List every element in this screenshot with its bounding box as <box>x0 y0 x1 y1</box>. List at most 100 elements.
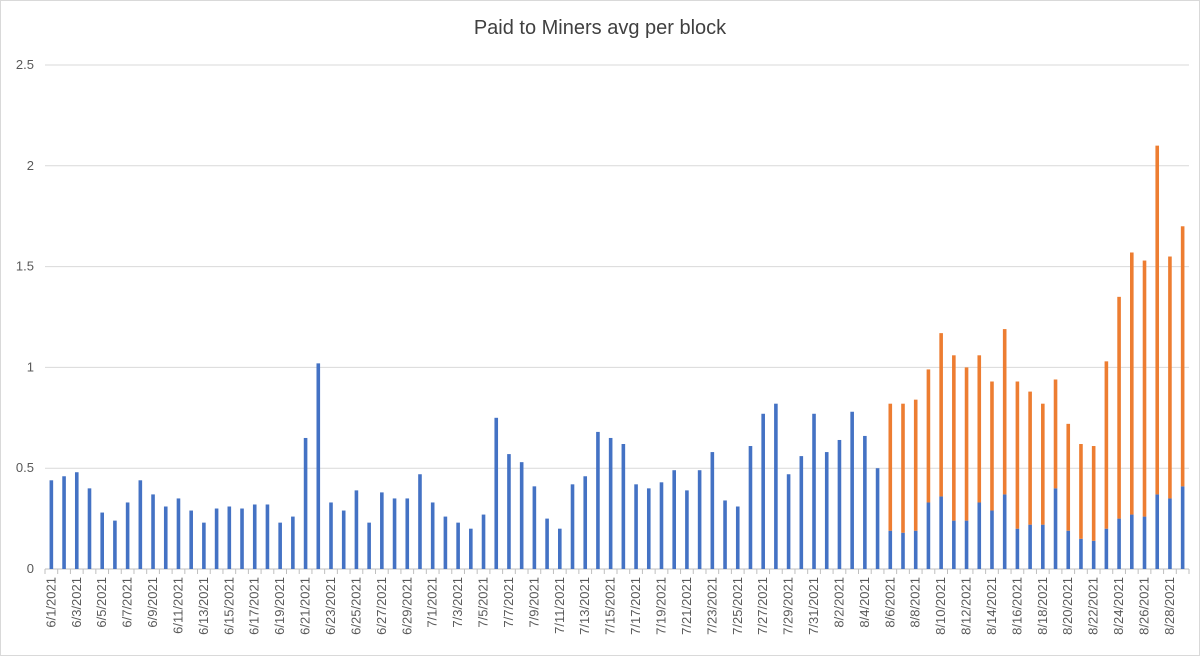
bar-segment-series1 <box>570 484 575 569</box>
bar-segment-series1 <box>87 488 92 569</box>
bar-segment-series1 <box>202 522 206 569</box>
bar-segment-series1 <box>621 444 626 569</box>
bar-segment-series1 <box>507 454 511 569</box>
x-tick-label: 8/6/2021 <box>882 577 897 628</box>
bar-segment-series2 <box>1053 379 1058 489</box>
y-tick-label: 1.5 <box>16 259 34 274</box>
bar-segment-series1 <box>964 520 969 569</box>
bar-segment-series1 <box>291 516 295 569</box>
x-tick-label: 6/25/2021 <box>348 577 363 635</box>
bar-segment-series1 <box>367 522 371 569</box>
bar-segment-series2 <box>888 403 893 531</box>
bar-segment-series1 <box>735 506 740 569</box>
bar-segment-series1 <box>456 522 460 569</box>
x-tick-label: 6/21/2021 <box>298 577 313 635</box>
y-tick-label: 2 <box>27 158 34 173</box>
bar-segment-series1 <box>1117 518 1121 569</box>
x-tick-label: 6/1/2021 <box>43 577 58 628</box>
bar-segment-series1 <box>494 417 499 569</box>
bar-segment-series2 <box>1015 381 1020 529</box>
bar-segment-series1 <box>278 522 282 569</box>
bar-segment-series1 <box>977 502 982 569</box>
bar-segment-series1 <box>469 528 473 569</box>
x-tick-label: 7/31/2021 <box>806 577 821 635</box>
x-tick-label: 8/28/2021 <box>1162 577 1177 635</box>
bar-segment-series1 <box>1041 524 1045 569</box>
bar-segment-series2 <box>1091 446 1096 541</box>
y-tick-label: 0.5 <box>16 460 34 475</box>
bar-segment-series1 <box>939 496 943 569</box>
x-tick-label: 8/20/2021 <box>1060 577 1075 635</box>
bar-segment-series1 <box>583 476 588 569</box>
bar-segment-series1 <box>1155 494 1160 569</box>
chart-title: Paid to Miners avg per block <box>473 17 727 39</box>
x-tick-label: 6/17/2021 <box>247 577 262 635</box>
bar-segment-series2 <box>913 399 918 531</box>
bar-segment-series1 <box>329 502 333 569</box>
x-tick-label: 6/7/2021 <box>120 577 135 628</box>
bar-segment-series1 <box>723 500 727 569</box>
bar-segment-series1 <box>596 431 600 569</box>
bar-segment-series2 <box>1002 329 1007 495</box>
bar-segment-series1 <box>812 413 816 569</box>
bar-segment-series1 <box>850 411 854 569</box>
x-tick-label: 8/22/2021 <box>1086 577 1101 635</box>
bar-segment-series1 <box>926 502 931 569</box>
x-tick-label: 6/11/2021 <box>170 577 185 634</box>
x-tick-label: 7/23/2021 <box>704 577 719 635</box>
x-tick-label: 8/18/2021 <box>1035 577 1050 635</box>
x-tick-label: 8/10/2021 <box>933 577 948 635</box>
bar-segment-series1 <box>1079 538 1083 569</box>
x-tick-label: 8/24/2021 <box>1111 577 1126 635</box>
bar-segment-series2 <box>1104 361 1109 529</box>
bar-segment-series1 <box>901 532 905 569</box>
x-tick-label: 6/23/2021 <box>323 577 338 635</box>
x-tick-label: 6/27/2021 <box>374 577 389 635</box>
bar-segment-series2 <box>990 381 994 511</box>
bar-segment-series2 <box>1130 252 1134 515</box>
bar-segment-series2 <box>952 355 956 521</box>
x-tick-label: 6/3/2021 <box>69 577 84 628</box>
bar-segment-series1 <box>125 502 130 569</box>
bar-segment-series2 <box>1168 256 1172 499</box>
bar-segment-series1 <box>252 504 257 569</box>
bar-segment-series1 <box>761 413 765 569</box>
x-tick-label: 8/8/2021 <box>908 577 923 628</box>
bar-segment-series1 <box>380 492 384 569</box>
x-tick-label: 7/11/2021 <box>552 577 567 634</box>
bar-segment-series1 <box>163 506 168 569</box>
bar-segment-series1 <box>1168 498 1172 569</box>
bar-segment-series1 <box>303 437 308 569</box>
bar-segment-series2 <box>926 369 931 503</box>
bar-segment-series1 <box>189 510 193 569</box>
x-tick-label: 6/19/2021 <box>272 577 287 635</box>
y-tick-label: 2.5 <box>16 57 34 72</box>
x-tick-label: 7/9/2021 <box>526 577 541 628</box>
bar-segment-series2 <box>1180 226 1185 487</box>
x-tick-label: 7/21/2021 <box>679 577 694 635</box>
x-tick-label: 6/15/2021 <box>221 577 236 635</box>
bar-segment-series1 <box>558 528 562 569</box>
bar-segment-series2 <box>977 355 982 503</box>
bar-segment-series1 <box>1104 528 1109 569</box>
bar-segment-series1 <box>240 508 244 569</box>
bar-segment-series1 <box>672 470 676 569</box>
bar-segment-series1 <box>392 498 397 569</box>
bar-segment-series1 <box>176 498 181 569</box>
x-tick-label: 7/1/2021 <box>425 577 440 628</box>
bar-segment-series1 <box>863 435 867 569</box>
bar-segment-series1 <box>354 490 359 569</box>
bar-segment-series2 <box>901 403 905 533</box>
bar-segment-series2 <box>939 333 943 497</box>
bar-segment-series1 <box>1066 530 1071 569</box>
x-tick-label: 6/5/2021 <box>94 577 109 628</box>
x-tick-label: 8/12/2021 <box>959 577 974 635</box>
bar-segment-series1 <box>837 439 842 569</box>
x-tick-label: 7/27/2021 <box>755 577 770 635</box>
x-tick-label: 8/2/2021 <box>831 577 846 628</box>
bar-segment-series1 <box>799 456 804 569</box>
bar-segment-series1 <box>1091 540 1096 569</box>
bar-segment-series1 <box>1180 486 1185 569</box>
